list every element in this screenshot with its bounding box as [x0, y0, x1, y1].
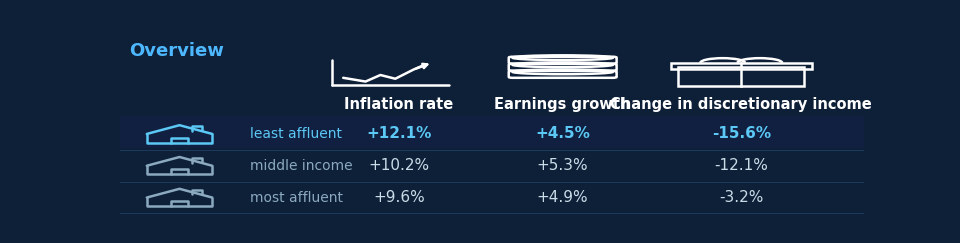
Text: Overview: Overview	[129, 42, 224, 60]
Text: +10.2%: +10.2%	[369, 158, 429, 173]
Text: Change in discretionary income: Change in discretionary income	[611, 96, 872, 112]
Text: -15.6%: -15.6%	[711, 126, 771, 141]
Text: +9.6%: +9.6%	[373, 190, 425, 205]
Text: +12.1%: +12.1%	[367, 126, 432, 141]
Text: middle income: middle income	[251, 159, 353, 173]
Text: -12.1%: -12.1%	[714, 158, 768, 173]
FancyBboxPatch shape	[120, 116, 864, 148]
Text: +5.3%: +5.3%	[537, 158, 588, 173]
Text: least affluent: least affluent	[251, 127, 342, 141]
Text: Inflation rate: Inflation rate	[345, 96, 454, 112]
Text: -3.2%: -3.2%	[719, 190, 763, 205]
Text: Earnings growth: Earnings growth	[494, 96, 631, 112]
Text: +4.5%: +4.5%	[536, 126, 590, 141]
Text: most affluent: most affluent	[251, 191, 344, 205]
Text: +4.9%: +4.9%	[537, 190, 588, 205]
